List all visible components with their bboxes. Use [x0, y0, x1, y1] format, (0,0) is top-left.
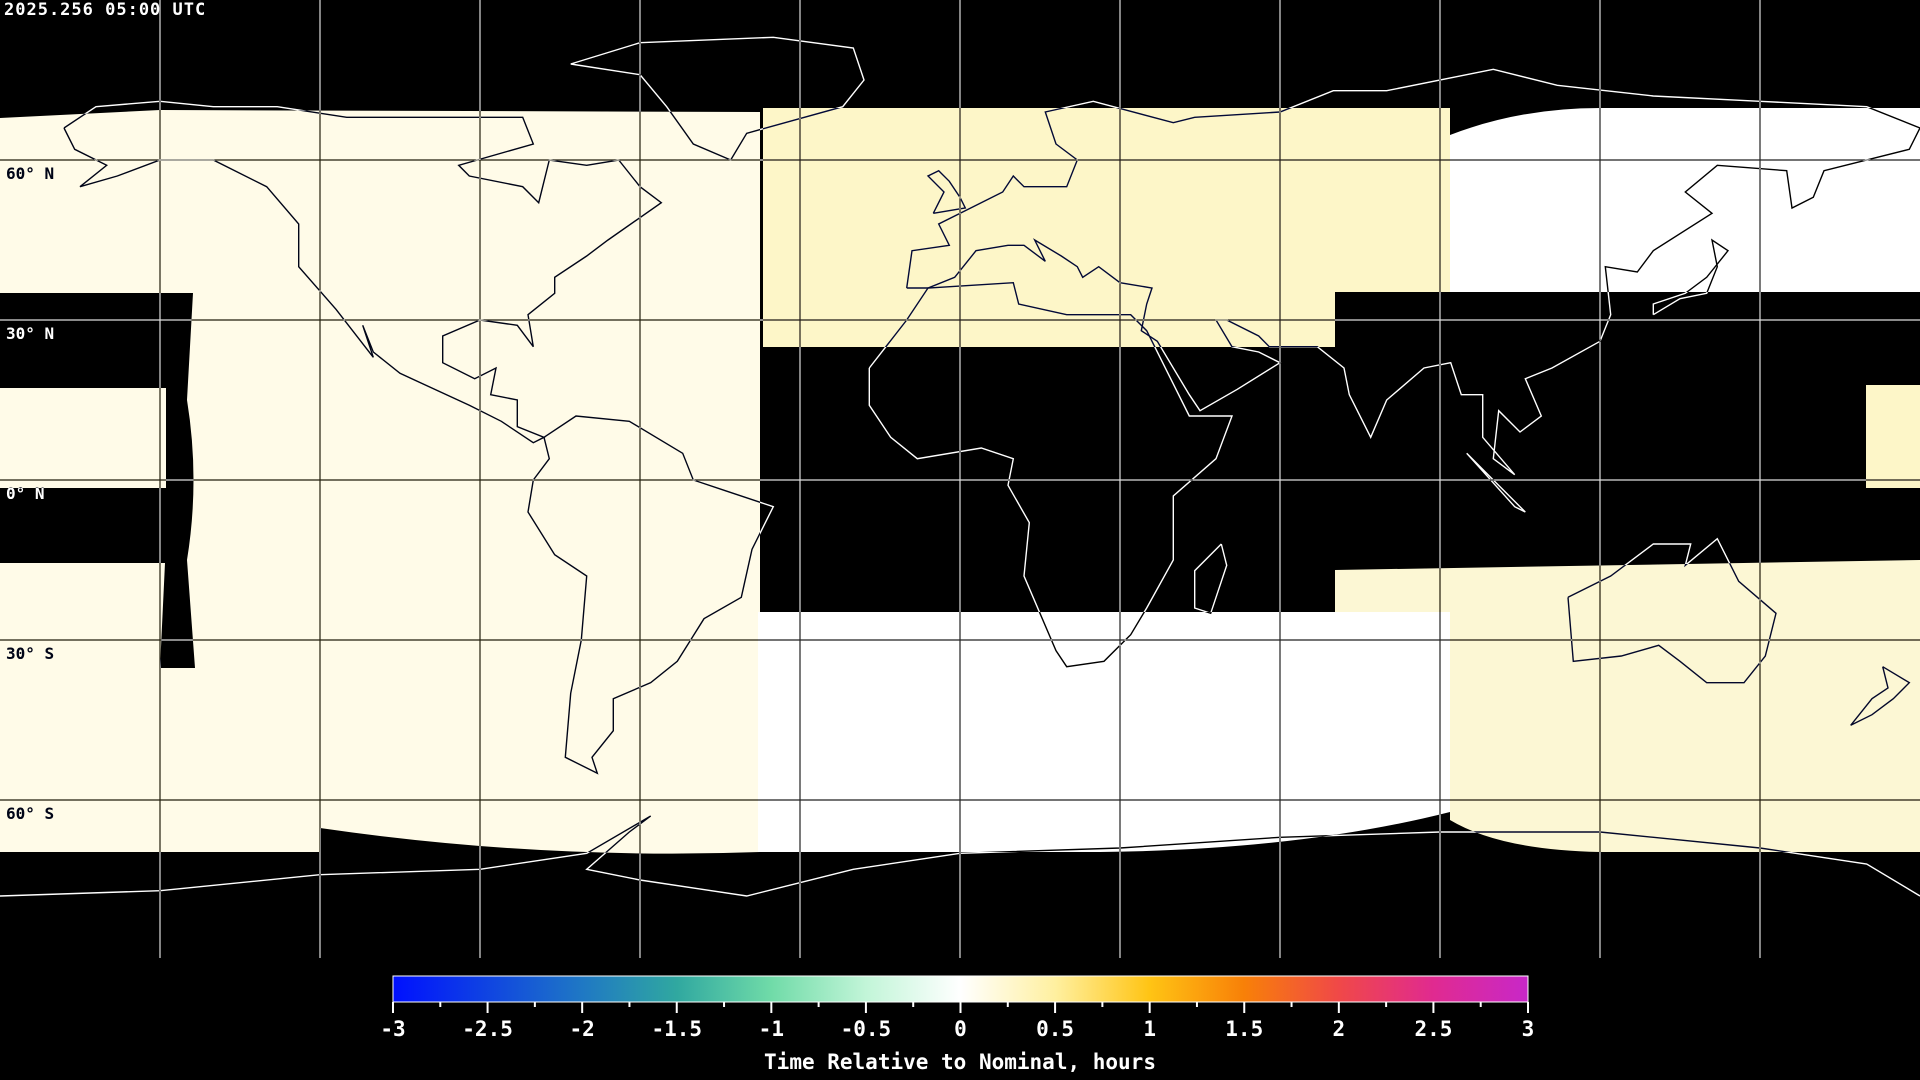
- region-indian-gap: [1335, 292, 1920, 570]
- coastline-north-america: [63, 100, 663, 444]
- coastline-new-zealand: [1850, 666, 1911, 726]
- colorbar-tick-label: 1: [1143, 1017, 1156, 1041]
- colorbar-tick-label: -1: [759, 1017, 784, 1041]
- lat-label-60n: 60° N: [6, 164, 54, 183]
- region-south-atlantic: [758, 612, 1450, 852]
- colorbar-tick-label: -1.5: [651, 1017, 702, 1041]
- colorbar-tick-label: 2.5: [1414, 1017, 1452, 1041]
- lat-lon-grid: [0, 0, 1920, 958]
- coastline-madagascar: [1194, 543, 1228, 615]
- colorbar-tick-label: -3: [380, 1017, 405, 1041]
- coastline-greenland: [570, 36, 865, 161]
- coastline-eurasia: [906, 68, 1920, 476]
- region-east-patch: [1866, 385, 1920, 488]
- region-pacific-patch: [0, 388, 166, 488]
- colorbar-gradient: [392, 975, 1529, 1003]
- colorbar-tick-label: 3: [1522, 1017, 1535, 1041]
- timestamp-label: 2025.256 05:00 UTC: [4, 0, 207, 20]
- colorbar-tick-label: -2.5: [462, 1017, 513, 1041]
- coastline-africa: [868, 281, 1234, 668]
- colorbar-tick-label: -0.5: [841, 1017, 892, 1041]
- region-asia-coverage: [1450, 108, 1920, 292]
- coastline-japan: [1652, 238, 1730, 316]
- coastline-great-britain: [926, 169, 967, 214]
- lat-label-30s: 30° S: [6, 644, 54, 663]
- colorbar-title: Time Relative to Nominal, hours: [764, 1050, 1156, 1074]
- coastline-borneo-sumatra: [1466, 452, 1526, 513]
- colorbar-tick-label: 1.5: [1225, 1017, 1263, 1041]
- lat-label-30n: 30° N: [6, 324, 54, 343]
- colorbar-tick-label: -2: [570, 1017, 595, 1041]
- region-europe-coverage: [763, 108, 1535, 347]
- colorbar-ticks: -3 -2.5 -2 -1.5 -1 -0.5 0 0.5 1 1.5 2 2.5 3: [380, 1002, 1534, 1041]
- region-australia-coverage: [1335, 560, 1920, 852]
- colorbar-tick-label: 0.5: [1036, 1017, 1074, 1041]
- lat-label-60s: 60° S: [6, 804, 54, 823]
- lat-label-0n: 0° N: [6, 484, 45, 503]
- colorbar-tick-label: 0: [954, 1017, 967, 1041]
- world-map: 60° N 30° N 0° N 30° S 60° S: [0, 0, 1920, 960]
- colorbar-tick-label: 2: [1333, 1017, 1346, 1041]
- coastline-australia: [1567, 537, 1777, 684]
- colorbar: -3 -2.5 -2 -1.5 -1 -0.5 0 0.5 1 1.5 2 2.5 3 Time Rel…: [380, 975, 1534, 1074]
